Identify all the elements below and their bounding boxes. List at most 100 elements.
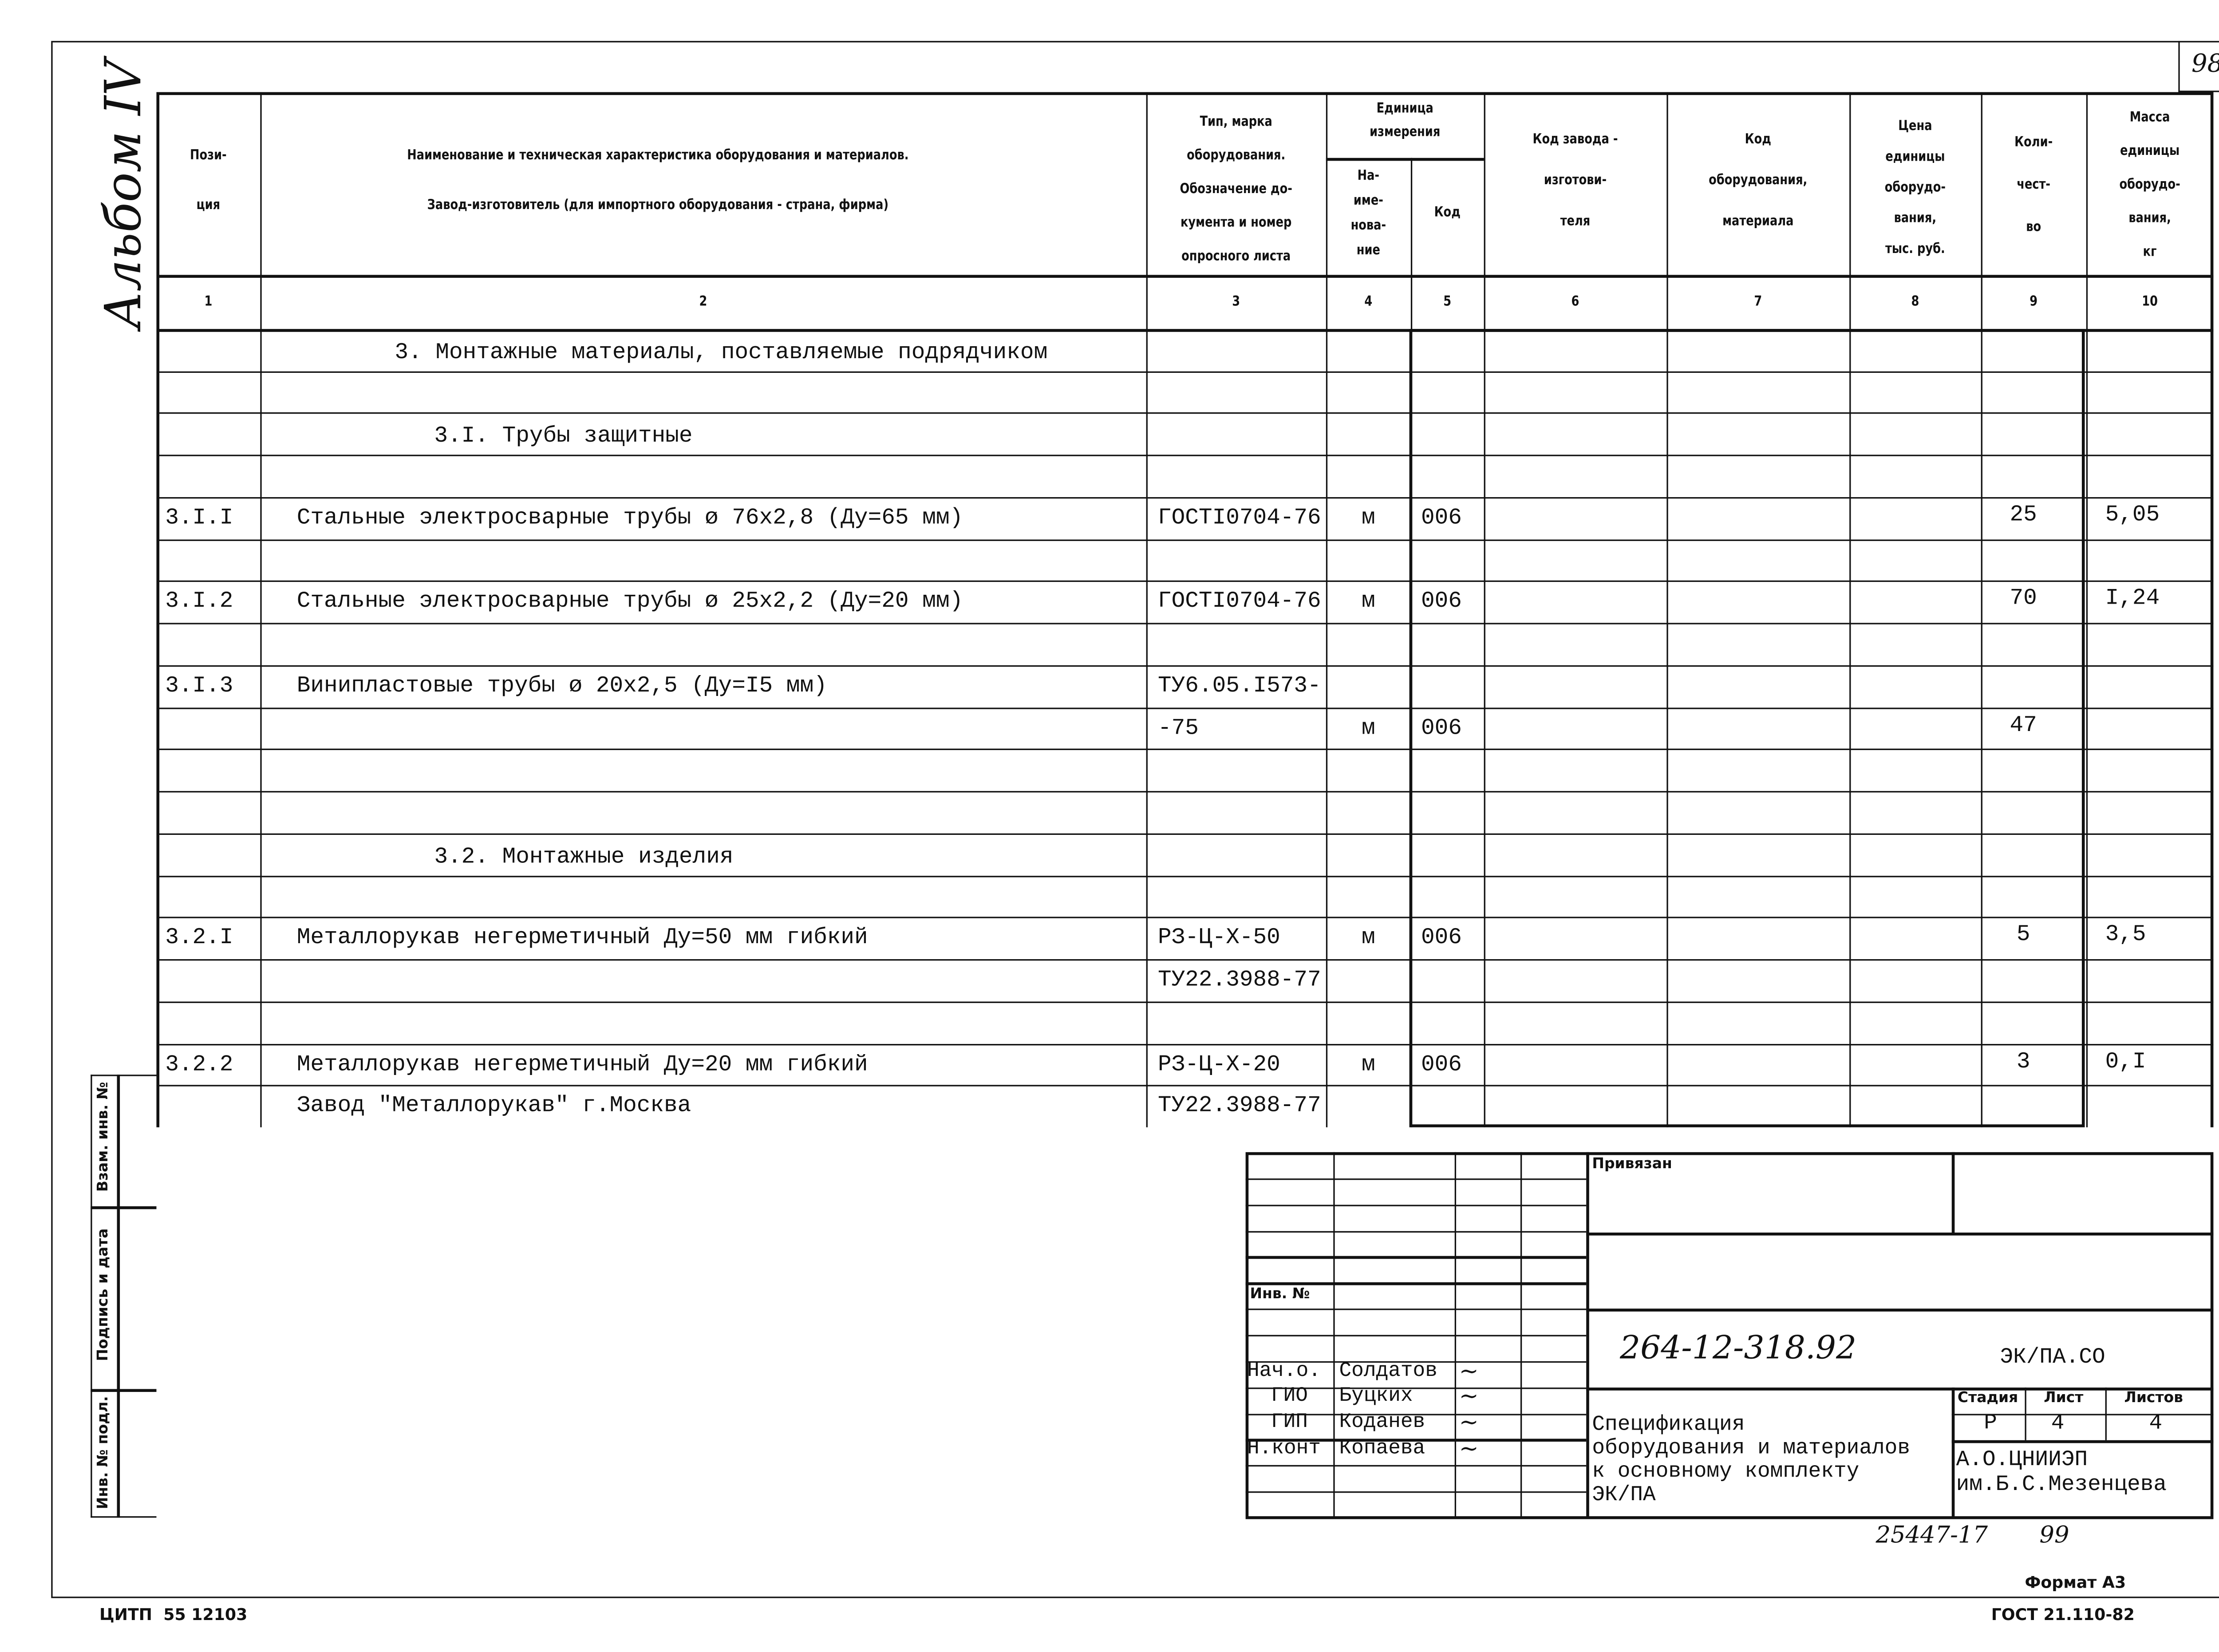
signer-name: Коданев — [1339, 1411, 1425, 1435]
sheets-label: Листов — [2124, 1390, 2183, 1407]
title-block-row — [1245, 1257, 1587, 1259]
row-position: 3.I.2 — [165, 588, 233, 615]
title-block-row — [1245, 1387, 1587, 1389]
column-divider — [1666, 92, 1669, 1127]
column-divider — [260, 92, 262, 1127]
highlight-box — [1409, 329, 2085, 1127]
sheet-number-box: 98 — [2178, 41, 2219, 92]
title-block-line — [2105, 1387, 2107, 1440]
spec-table — [156, 92, 2214, 1127]
row-divider — [156, 791, 2214, 793]
row-document: -75 — [1158, 714, 1199, 741]
row-unit-code: 006 — [1421, 1050, 1462, 1077]
header-factory-code: Код завода - изготови- теля — [1532, 131, 1618, 230]
header-type: Тип, марка оборудования. Обозначение до-… — [1180, 114, 1292, 265]
row-unit-code: 006 — [1421, 714, 1462, 741]
row-divider — [156, 917, 2214, 919]
column-number: 10 — [2142, 294, 2158, 310]
signer-name: Буцких — [1339, 1385, 1413, 1409]
row-document: ГОСТI0704-76 — [1158, 504, 1321, 531]
row-name: Металлорукав негерметичный Ду=50 мм гибк… — [296, 924, 868, 951]
row-quantity: 25 — [2010, 501, 2037, 528]
title-block-row — [1245, 1361, 1587, 1363]
title-block-row — [1245, 1308, 1587, 1311]
header-price: Цена единицы оборудо- вания, тыс. руб. — [1884, 118, 1946, 257]
row-document: ТУ6.05.I573- — [1158, 672, 1321, 699]
row-mass: 3,5 — [2105, 921, 2146, 948]
row-divider — [156, 497, 2214, 499]
column-divider — [1484, 92, 1486, 1127]
title-block-line — [1951, 1152, 1954, 1233]
row-divider — [156, 623, 2214, 625]
organization: А.О.ЦНИИЭП им.Б.С.Мезенцева — [1956, 1447, 2167, 1498]
title-block-line — [1586, 1387, 2214, 1391]
title-block-row — [1245, 1465, 1587, 1467]
row-name: Металлорукав негерметичный Ду=20 мм гибк… — [296, 1050, 868, 1077]
header-manufacturer: Завод-изготовитель (для импортного обору… — [427, 197, 889, 213]
title-block-row — [1245, 1335, 1587, 1337]
header-equipment-code: Код оборудования, материала — [1709, 131, 1808, 230]
row-quantity: 70 — [2010, 585, 2037, 612]
row-quantity: 3 — [2016, 1047, 2030, 1074]
row-divider — [156, 413, 2214, 415]
section-heading: 3. Монтажные материалы, поставляемые под… — [395, 339, 1048, 366]
title-block-line — [1586, 1308, 2214, 1311]
title-block-row — [1245, 1491, 1587, 1494]
row-divider — [156, 875, 2214, 877]
title-block-line — [1951, 1440, 2214, 1443]
column-divider — [2086, 92, 2088, 1127]
row-document: РЗ-Ц-Х-50 — [1158, 924, 1280, 951]
signer-role: ГИО — [1271, 1385, 1308, 1409]
side-stamp-orig-inv: Инв. № подл. — [95, 1396, 112, 1510]
section-heading: 3.2. Монтажные изделия — [434, 843, 734, 870]
number-row-bottom-line — [156, 329, 2214, 332]
column-number: 8 — [1911, 294, 1919, 310]
row-divider — [156, 1043, 2214, 1045]
album-label: Альбом IV — [95, 59, 154, 329]
title-block-row — [1245, 1178, 1587, 1180]
archive-number: 25447-17 — [1875, 1520, 1988, 1549]
title-block-column — [1586, 1152, 1589, 1518]
signature-mark: ~ — [1459, 1356, 1479, 1384]
row-name: Стальные электросварные трубы ø 25x2,2 (… — [296, 588, 963, 615]
privyazan-label: Привязан — [1592, 1156, 1672, 1173]
column-number: 5 — [1443, 294, 1452, 310]
title-block-line — [2025, 1387, 2027, 1440]
column-number: 2 — [699, 294, 707, 310]
row-divider — [156, 707, 2214, 709]
header-bottom-line — [156, 275, 2214, 278]
column-divider — [1146, 92, 1148, 1127]
row-document: ТУ22.3988-77 — [1158, 1092, 1321, 1119]
header-quantity: Коли- чест- во — [2014, 134, 2053, 236]
title-block-row — [1245, 1282, 1587, 1286]
header-mass: Масса единицы оборудо- вания, кг — [2119, 110, 2180, 261]
row-unit: м — [1362, 504, 1375, 531]
row-mass: I,24 — [2105, 585, 2160, 612]
row-divider — [156, 749, 2214, 751]
signature-mark: ~ — [1459, 1408, 1479, 1436]
stage-label: Стадия — [1957, 1390, 2018, 1407]
header-position: Пози- ция — [190, 147, 227, 213]
row-divider — [156, 581, 2214, 583]
row-divider — [156, 371, 2214, 373]
row-quantity: 47 — [2010, 711, 2037, 738]
row-document: РЗ-Ц-Х-20 — [1158, 1050, 1280, 1077]
title-block-row — [1245, 1230, 1587, 1233]
row-divider — [156, 833, 2214, 835]
document-mark: ЭК/ПА.СО — [2000, 1345, 2105, 1370]
row-position: 3.I.3 — [165, 672, 233, 699]
column-number: 4 — [1364, 294, 1373, 310]
column-divider — [1981, 92, 1983, 1127]
signer-name: Солдатов — [1339, 1359, 1437, 1383]
unit-subheader-line — [1326, 158, 1484, 160]
row-unit: м — [1362, 714, 1375, 741]
left-code: ЦИТП 55 12103 — [99, 1605, 248, 1624]
row-divider — [156, 1001, 2214, 1003]
column-number: 7 — [1754, 294, 1762, 310]
sheet-label: Лист — [2044, 1390, 2084, 1407]
row-name: Стальные электросварные трубы ø 76x2,8 (… — [296, 504, 963, 531]
signer-name: Копаева — [1339, 1437, 1425, 1461]
side-stamp — [91, 1075, 157, 1518]
title-block-line — [1586, 1233, 2214, 1235]
